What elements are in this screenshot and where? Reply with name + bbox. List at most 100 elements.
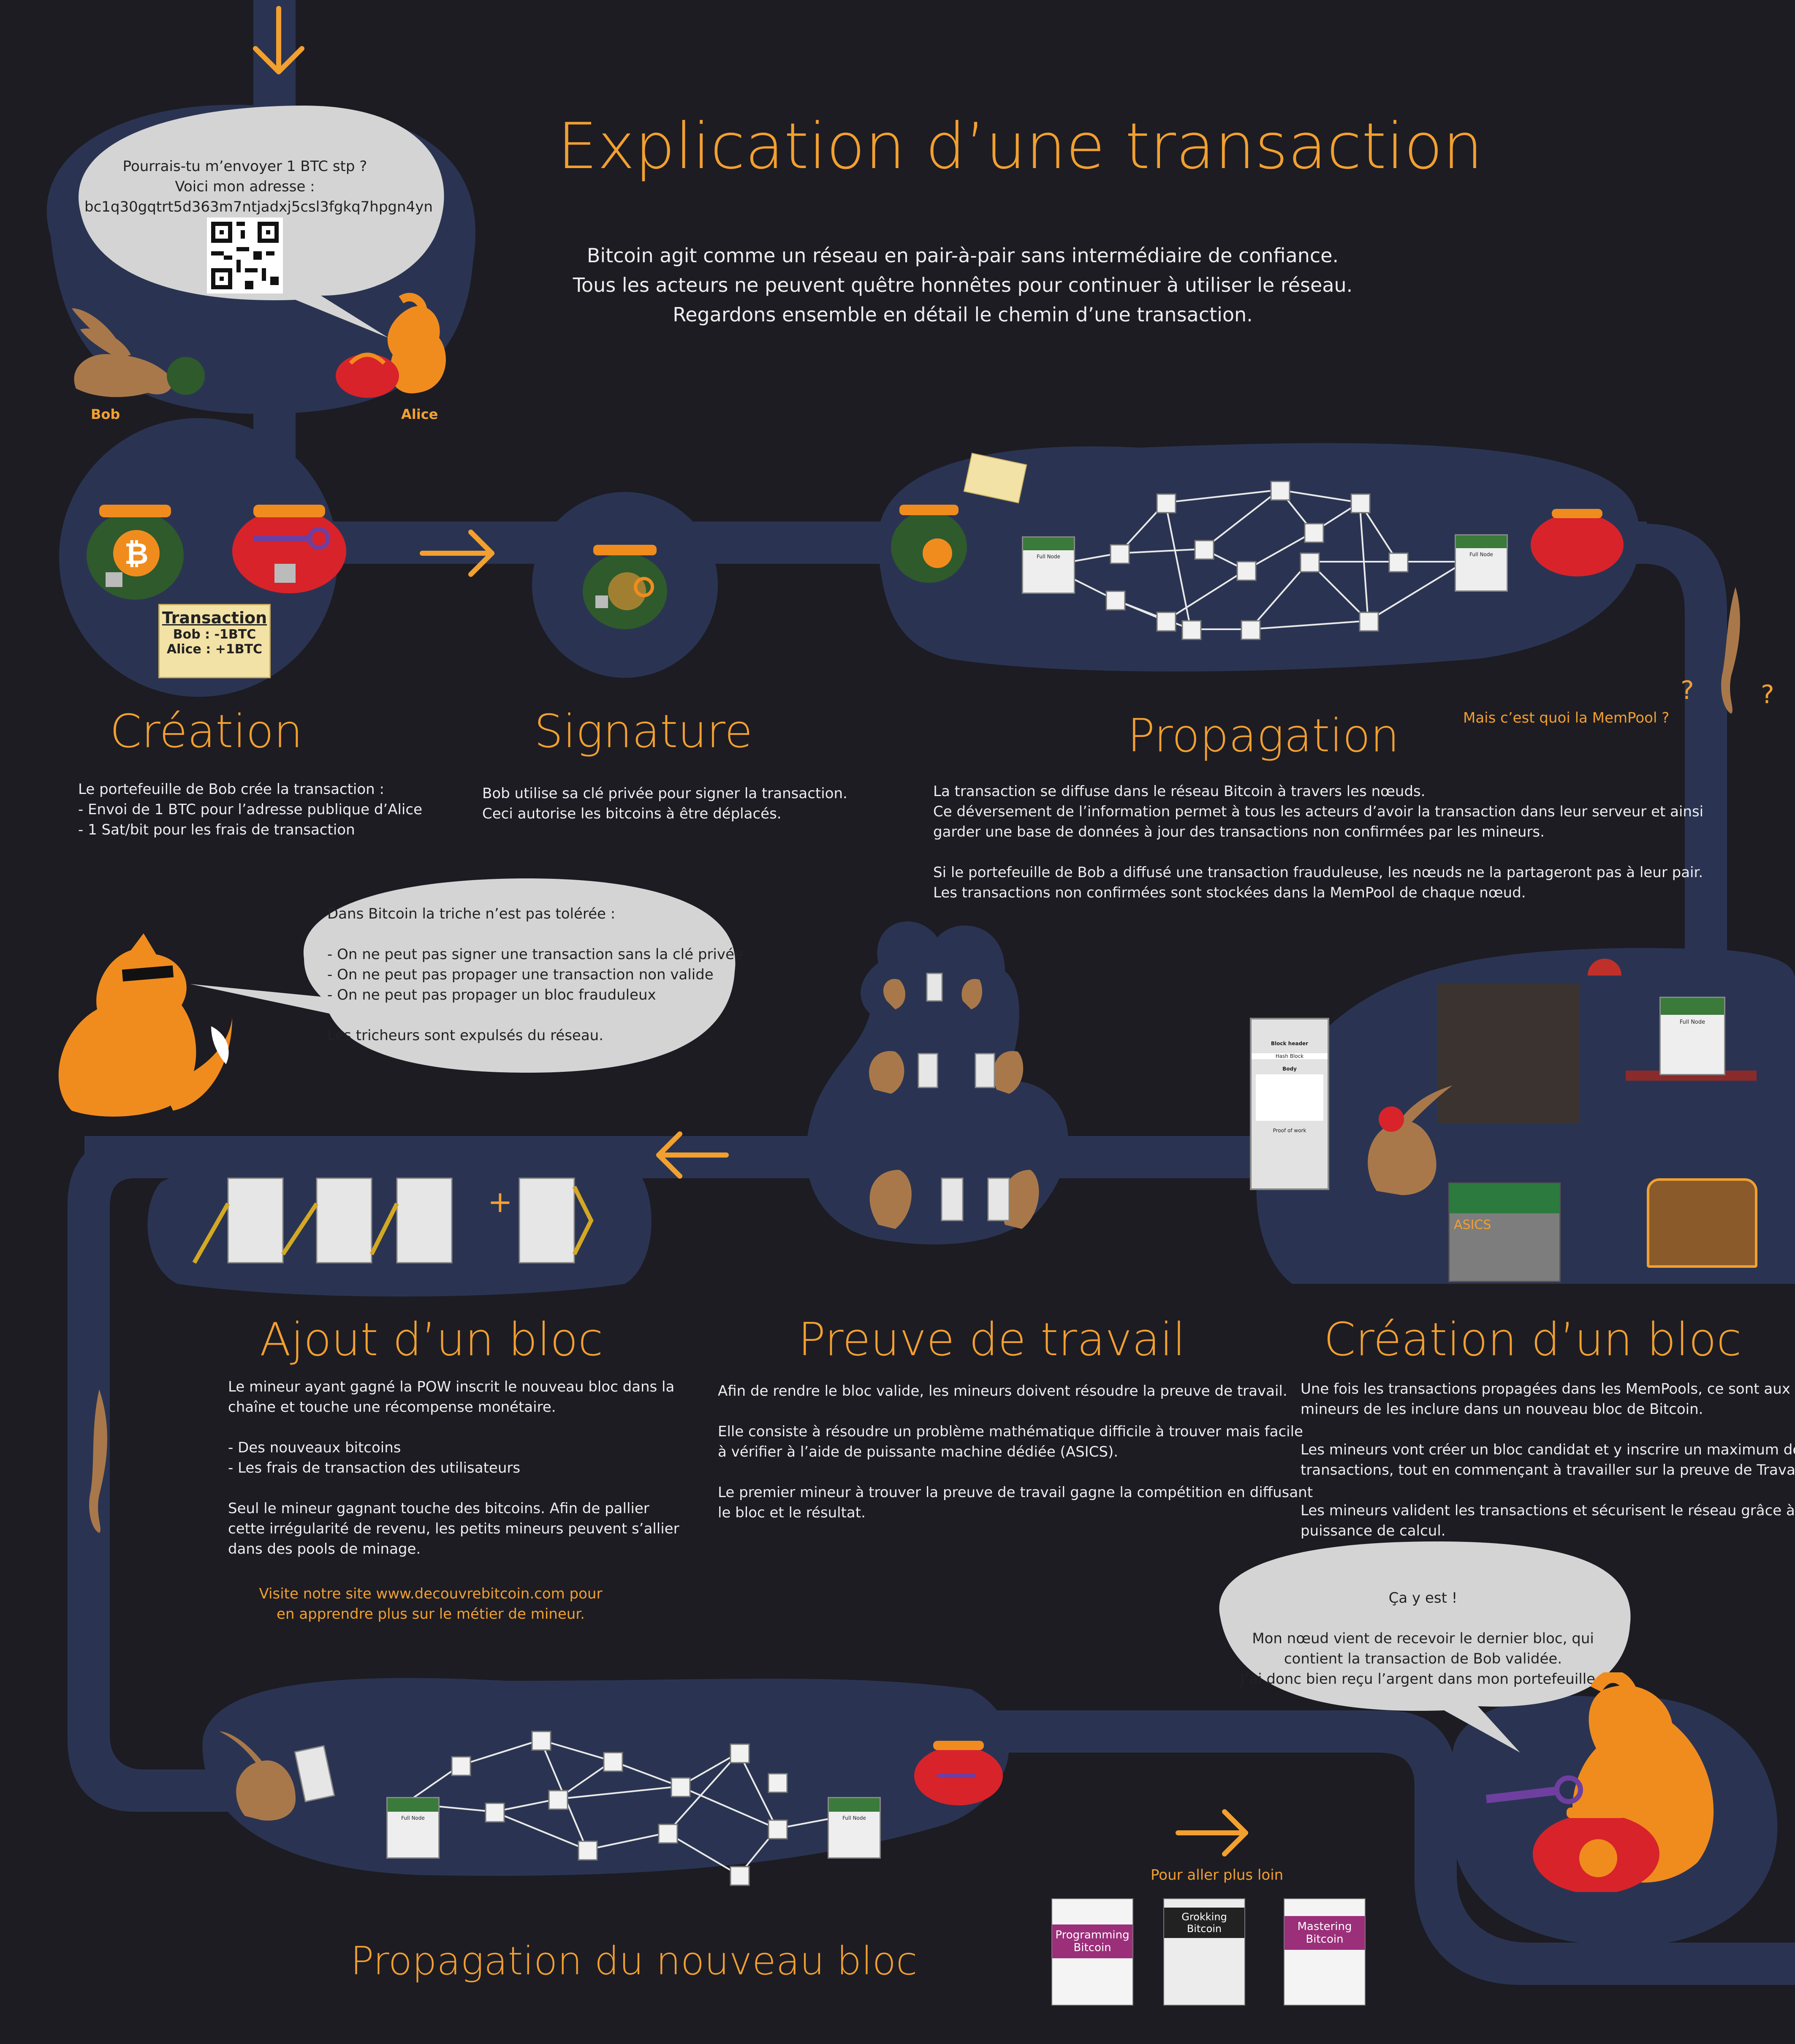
propagation-bloc-heading: Propagation du nouveau bloc	[350, 1938, 918, 1984]
question-mark: ?	[1681, 676, 1694, 705]
asics-label: ASICS	[1454, 1218, 1491, 1232]
full-node-box: Full Node	[386, 1797, 440, 1859]
miner-rabbit-icon	[1368, 1085, 1453, 1195]
node-label: Full Node	[401, 1815, 425, 1821]
full-node-box: Full Node	[1455, 534, 1508, 592]
alice-wallet-icon	[232, 505, 346, 593]
book-programming-bitcoin[interactable]: Programming Bitcoin	[1051, 1898, 1133, 2006]
bitcoin-address: bc1q30gqtrt5d363m7ntjadxj5csl3fgkq7hpgn4…	[84, 198, 433, 215]
signature-heading: Signature	[534, 705, 753, 758]
creation-bloc-line: Les mineurs vont créer un bloc candidat …	[1301, 1441, 1795, 1458]
bob-label: Bob	[91, 406, 120, 422]
svg-text:+: +	[488, 1185, 513, 1219]
bubble-line: Pourrais-tu m’envoyer 1 BTC stp ?	[122, 158, 367, 175]
creation-line: - 1 Sat/bit pour les frais de transactio…	[78, 821, 355, 838]
alice-line: J’ai donc bien reçu l’argent dans mon po…	[1240, 1671, 1606, 1688]
scroll-line: Alice : +1BTC	[166, 642, 263, 657]
alice-line: contient la transaction de Bob validée.	[1284, 1650, 1562, 1667]
propagation-line: Ce déversement de l’information permet à…	[933, 803, 1704, 820]
propagation-line: La transaction se diffuse dans le réseau…	[933, 783, 1426, 800]
qr-code-icon	[207, 217, 283, 294]
signed-wallet-icon	[583, 545, 667, 629]
ajout-heading: Ajout d’un bloc	[260, 1313, 603, 1366]
node-label: Full Node	[842, 1815, 866, 1821]
scroll-header: Transaction	[162, 609, 267, 627]
tool-board	[1438, 984, 1579, 1123]
happy-fox-icon	[1485, 1672, 1714, 1892]
book-grokking-bitcoin[interactable]: Grokking Bitcoin	[1163, 1898, 1245, 2006]
further-label: Pour aller plus loin	[1151, 1867, 1284, 1884]
creation-bloc-line: Les mineurs valident les transactions et…	[1301, 1502, 1795, 1519]
signature-line: Bob utilise sa clé privée pour signer la…	[482, 785, 847, 802]
request-bubble: Pourrais-tu m’envoyer 1 BTC stp ? Voici …	[84, 156, 433, 217]
bob-wallet-propagation-icon	[891, 505, 967, 583]
signature-text: Bob utilise sa clé privée pour signer la…	[482, 783, 847, 824]
preuve-text: Afin de rendre le bloc valide, les mineu…	[718, 1381, 1313, 1523]
cheat-line: - On ne peut pas signer une transaction …	[327, 946, 743, 963]
preuve-heading: Preuve de travail	[798, 1313, 1186, 1366]
question-mark: ?	[1761, 680, 1774, 709]
creation-bloc-line: transactions, tout en commençant à trava…	[1301, 1462, 1795, 1479]
book-title: Mastering Bitcoin	[1284, 1916, 1365, 1950]
scroll-line: Bob : -1BTC	[173, 627, 256, 642]
preuve-line: Le premier mineur à trouver la preuve de…	[718, 1484, 1313, 1501]
site-line: en apprendre plus sur le métier de mineu…	[277, 1606, 585, 1623]
alice-line: Ça y est !	[1388, 1590, 1458, 1606]
asics-machine: ASICS	[1448, 1182, 1561, 1282]
treasure-chest-icon	[1647, 1178, 1757, 1268]
alice-bubble-text: Ça y est ! Mon nœud vient de recevoir le…	[1225, 1588, 1621, 1689]
preuve-line: le bloc et le résultat.	[718, 1504, 866, 1521]
intro-line: Regardons ensemble en détail le chemin d…	[673, 303, 1253, 326]
full-node-box: Full Node	[1022, 536, 1075, 594]
hanging-rabbit-icon	[1721, 587, 1740, 714]
creation-text: Le portefeuille de Bob crée la transacti…	[78, 779, 422, 840]
cheat-line: - On ne peut pas propager une transactio…	[327, 966, 714, 983]
bob-wallet-icon: ₿	[87, 505, 184, 600]
creation-bloc-line: mineurs de les inclure dans un nouveau b…	[1301, 1401, 1703, 1418]
signature-line: Ceci autorise les bitcoins à être déplac…	[482, 805, 782, 822]
node-label: Full Node	[1469, 552, 1493, 557]
site-link-text[interactable]: Visite notre site www.decouvrebitcoin.co…	[236, 1584, 625, 1624]
propagation-line: Les transactions non confirmées sont sto…	[933, 884, 1526, 901]
pow-miners-icon	[869, 973, 1039, 1229]
alice-fox-icon	[336, 293, 446, 398]
alice-wallet-propagation-icon	[1531, 509, 1624, 576]
ajout-line: Seul le mineur gagnant touche des bitcoi…	[228, 1500, 649, 1517]
book-title: Grokking Bitcoin	[1164, 1908, 1244, 1938]
alice-line: Mon nœud vient de recevoir le dernier bl…	[1252, 1630, 1594, 1647]
propagation-line: garder une base de données à jour des tr…	[933, 824, 1545, 840]
cheat-line: - On ne peut pas propager un bloc fraudu…	[327, 987, 656, 1003]
block-header-label: Block header	[1271, 1041, 1309, 1046]
intro-text: Bitcoin agit comme un réseau en pair-à-p…	[549, 241, 1377, 329]
bob-rabbit-icon	[72, 308, 205, 397]
climbing-rabbit-icon	[89, 1389, 107, 1533]
cheater-fox-icon	[58, 933, 232, 1117]
proof-of-work-label: Proof of work	[1273, 1128, 1306, 1133]
blockchain-icon: +	[192, 1177, 594, 1264]
hash-block-label: Hash Block	[1252, 1053, 1328, 1059]
cheat-line: Les tricheurs sont expulsés du réseau.	[327, 1027, 604, 1044]
book-title: Programming Bitcoin	[1052, 1924, 1132, 1958]
ajout-line: Le mineur ayant gagné la POW inscrit le …	[228, 1378, 675, 1395]
full-node-box: Full Node	[828, 1797, 881, 1859]
transaction-scroll: Transaction Bob : -1BTC Alice : +1BTC	[158, 604, 271, 678]
ajout-text: Le mineur ayant gagné la POW inscrit le …	[228, 1377, 679, 1559]
site-line: Visite notre site www.decouvrebitcoin.co…	[259, 1585, 603, 1602]
ajout-line: dans des pools de minage.	[228, 1541, 421, 1557]
bubble-line: Voici mon adresse :	[175, 178, 315, 195]
ajout-line: cette irrégularité de revenu, les petits…	[228, 1520, 679, 1537]
ajout-line: - Les frais de transaction des utilisate…	[228, 1460, 521, 1476]
cheat-line: Dans Bitcoin la triche n’est pas tolérée…	[327, 905, 616, 922]
propagation-line: Si le portefeuille de Bob a diffusé une …	[933, 864, 1703, 881]
creation-bloc-heading: Création d’un bloc	[1324, 1313, 1742, 1366]
mempool-question: Mais c’est quoi la MemPool ?	[1463, 709, 1670, 726]
cheat-bubble-text: Dans Bitcoin la triche n’est pas tolérée…	[327, 904, 743, 1046]
body-label: Body	[1282, 1066, 1297, 1072]
book-mastering-bitcoin[interactable]: Mastering Bitcoin	[1284, 1898, 1366, 2006]
block-diagram: Block header Hash Block Body Proof of wo…	[1250, 1018, 1329, 1190]
page-title: Explication d’une transaction	[557, 110, 1483, 183]
creation-bloc-text: Une fois les transactions propagées dans…	[1301, 1379, 1795, 1541]
node-label: Full Node	[1037, 554, 1060, 560]
propagation-heading: Propagation	[1127, 709, 1399, 762]
intro-line: Tous les acteurs ne peuvent quêtre honnê…	[573, 274, 1353, 296]
